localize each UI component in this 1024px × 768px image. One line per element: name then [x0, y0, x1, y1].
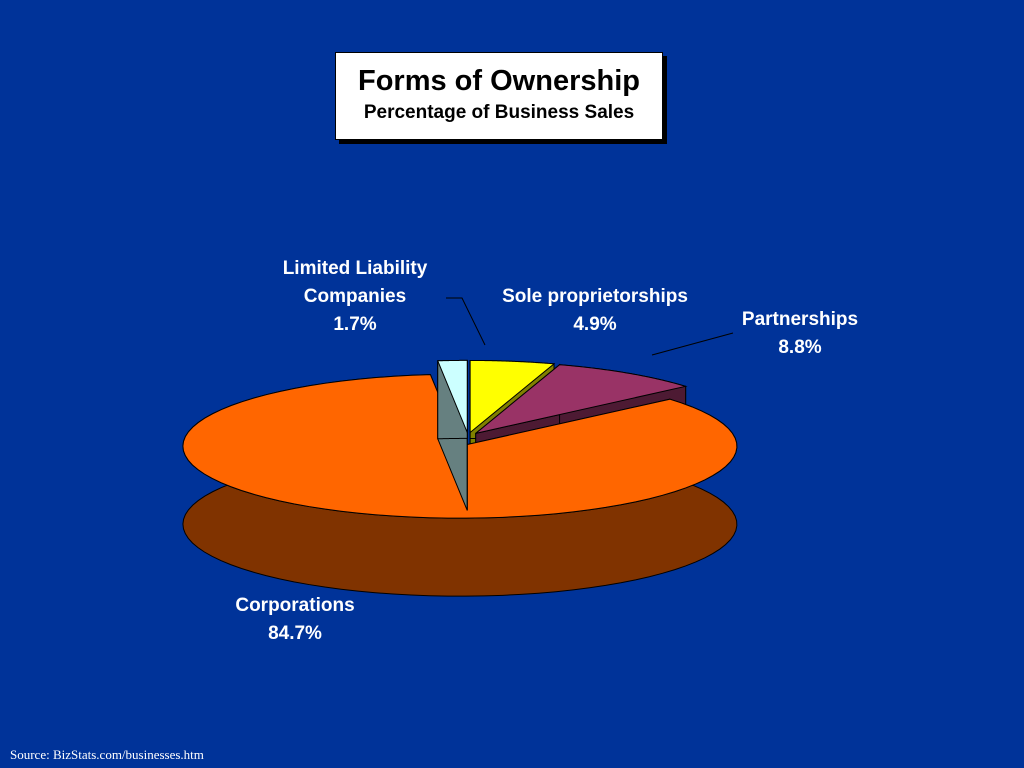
data-label: Sole proprietorships 4.9%: [470, 283, 720, 339]
label-value: 1.7%: [333, 314, 377, 335]
leader-line: [446, 297, 486, 346]
slice-top: [469, 359, 556, 434]
slice-top: [437, 359, 468, 433]
data-label: Partnerships 8.8%: [715, 306, 885, 362]
chart-subtitle: Percentage of Business Sales: [363, 102, 635, 123]
chart-title: Forms of Ownership: [358, 65, 640, 97]
data-label: Limited Liability Companies 1.7%: [255, 255, 455, 339]
slice-top: [475, 364, 688, 434]
label-name: Limited Liability Companies: [282, 258, 428, 307]
source-note: Source: BizStats.com/businesses.htm: [10, 747, 204, 762]
label-name: Partnerships: [741, 309, 859, 330]
pie-slice: [437, 359, 468, 511]
title-box: Forms of Ownership Percentage of Busines…: [335, 52, 663, 140]
label-value: 8.8%: [778, 337, 822, 358]
label-name: Sole proprietorships: [502, 286, 688, 307]
label-value: 4.9%: [573, 314, 617, 335]
label-value: 84.7%: [268, 623, 322, 644]
leader-line: [651, 332, 734, 356]
data-label: Corporations 84.7%: [190, 592, 400, 648]
label-name: Corporations: [235, 595, 355, 616]
